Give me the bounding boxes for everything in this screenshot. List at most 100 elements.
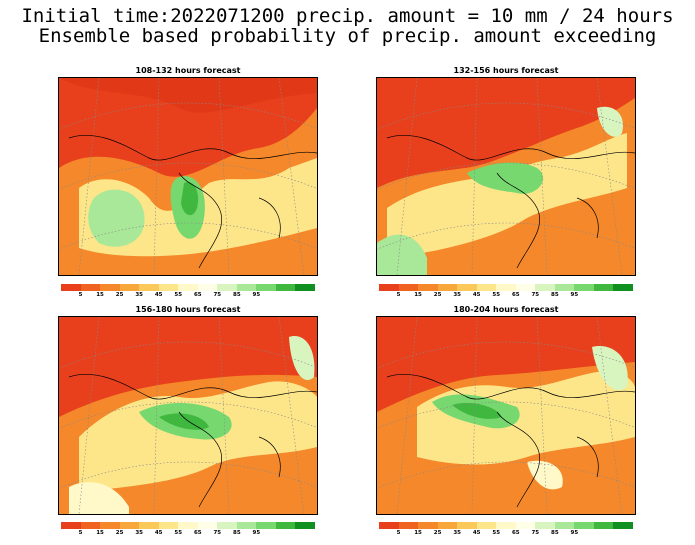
colorbar-swatch bbox=[295, 522, 315, 529]
colorbar-label: 15 bbox=[96, 292, 104, 298]
chart-title-line2: Ensemble based probability of precip. am… bbox=[38, 25, 657, 47]
colorbar-label: 25 bbox=[115, 530, 124, 536]
colorbar-label: 25 bbox=[433, 530, 442, 536]
colorbar-swatch bbox=[275, 522, 296, 529]
colorbar-swatch bbox=[139, 522, 159, 529]
colorbar-label: 45 bbox=[154, 292, 163, 298]
colorbar-swatch bbox=[275, 284, 296, 291]
colorbar-swatch bbox=[457, 522, 477, 529]
colorbar-swatch bbox=[496, 284, 516, 291]
colorbar-label: 75 bbox=[531, 530, 540, 536]
colorbar-swatch bbox=[80, 284, 101, 291]
colorbar-swatch bbox=[139, 284, 159, 291]
colorbar-label: 35 bbox=[135, 292, 143, 298]
forecast-map-3 bbox=[58, 316, 318, 515]
colorbar-labels-1: 5 15 25 35 45 55 65 75 85 95 bbox=[61, 292, 315, 300]
panel-title-2: 132-156 hours forecast bbox=[453, 66, 559, 75]
colorbar-swatch bbox=[178, 284, 198, 291]
colorbar-swatch bbox=[613, 284, 633, 291]
colorbar-label: 35 bbox=[135, 530, 143, 536]
chart-title-line1: Initial time:2022071200 precip. amount =… bbox=[21, 5, 674, 27]
colorbar-swatch bbox=[236, 284, 257, 291]
colorbar-swatch bbox=[515, 522, 536, 529]
colorbar-label: 75 bbox=[213, 292, 222, 298]
colorbar-label: 95 bbox=[252, 292, 261, 298]
colorbar-swatch bbox=[593, 522, 614, 529]
colorbar-label: 75 bbox=[213, 530, 222, 536]
colorbar-swatch bbox=[119, 522, 140, 529]
colorbar-swatch bbox=[197, 522, 218, 529]
colorbar-label: 85 bbox=[551, 530, 559, 536]
colorbar-label: 35 bbox=[453, 530, 461, 536]
colorbar-label: 5 bbox=[396, 530, 401, 536]
colorbar-swatch bbox=[476, 522, 497, 529]
colorbar-label: 5 bbox=[78, 292, 83, 298]
colorbar-label: 5 bbox=[78, 530, 83, 536]
colorbar-swatch bbox=[158, 284, 179, 291]
colorbar-2 bbox=[379, 284, 633, 291]
colorbar-label: 55 bbox=[492, 292, 501, 298]
colorbar-label: 15 bbox=[96, 530, 104, 536]
forecast-map-4 bbox=[376, 316, 636, 515]
colorbar-label: 45 bbox=[472, 530, 481, 536]
colorbar-swatch bbox=[217, 284, 237, 291]
colorbar-swatch bbox=[61, 522, 81, 529]
colorbar-swatch bbox=[437, 522, 458, 529]
colorbar-swatch bbox=[61, 284, 81, 291]
colorbar-swatch bbox=[158, 522, 179, 529]
colorbar-swatch bbox=[574, 284, 594, 291]
panel-title-3: 156-180 hours forecast bbox=[135, 305, 241, 314]
colorbar-label: 25 bbox=[433, 292, 442, 298]
colorbar-swatch bbox=[398, 284, 419, 291]
forecast-map-2 bbox=[376, 77, 636, 276]
colorbar-swatch bbox=[236, 522, 257, 529]
colorbar-4 bbox=[379, 522, 633, 529]
colorbar-label: 45 bbox=[154, 530, 163, 536]
colorbar-label: 95 bbox=[252, 530, 261, 536]
colorbar-label: 15 bbox=[414, 292, 422, 298]
colorbar-label: 25 bbox=[115, 292, 124, 298]
colorbar-label: 45 bbox=[472, 292, 481, 298]
colorbar-label: 55 bbox=[174, 292, 183, 298]
colorbar-swatch bbox=[554, 284, 575, 291]
colorbar-swatch bbox=[593, 284, 614, 291]
colorbar-labels-2: 5 15 25 35 45 55 65 75 85 95 bbox=[379, 292, 633, 300]
colorbar-swatch bbox=[178, 522, 198, 529]
colorbar-swatch bbox=[574, 522, 594, 529]
colorbar-swatch bbox=[535, 284, 555, 291]
colorbar-swatch bbox=[256, 522, 276, 529]
colorbar-swatch bbox=[119, 284, 140, 291]
colorbar-swatch bbox=[295, 284, 315, 291]
colorbar-swatch bbox=[496, 522, 516, 529]
colorbar-swatch bbox=[100, 284, 120, 291]
panel-title-1: 108-132 hours forecast bbox=[135, 66, 241, 75]
colorbar-label: 85 bbox=[233, 292, 241, 298]
colorbar-swatch bbox=[379, 284, 399, 291]
colorbar-swatch bbox=[256, 284, 276, 291]
colorbar-label: 85 bbox=[233, 530, 241, 536]
colorbar-label: 55 bbox=[492, 530, 501, 536]
colorbar-labels-3: 5 15 25 35 45 55 65 75 85 95 bbox=[61, 530, 315, 538]
colorbar-label: 95 bbox=[570, 530, 579, 536]
colorbar-label: 35 bbox=[453, 292, 461, 298]
colorbar-label: 15 bbox=[414, 530, 422, 536]
colorbar-label: 55 bbox=[174, 530, 183, 536]
panel-title-4: 180-204 hours forecast bbox=[453, 305, 559, 314]
colorbar-label: 65 bbox=[193, 530, 202, 536]
colorbar-swatch bbox=[515, 284, 536, 291]
colorbar-swatch bbox=[418, 284, 438, 291]
colorbar-1 bbox=[61, 284, 315, 291]
colorbar-swatch bbox=[457, 284, 477, 291]
colorbar-swatch bbox=[476, 284, 497, 291]
colorbar-label: 65 bbox=[193, 292, 202, 298]
colorbar-swatch bbox=[100, 522, 120, 529]
colorbar-swatch bbox=[80, 522, 101, 529]
colorbar-label: 65 bbox=[511, 292, 520, 298]
colorbar-label: 85 bbox=[551, 292, 559, 298]
colorbar-swatch bbox=[554, 522, 575, 529]
colorbar-swatch bbox=[418, 522, 438, 529]
colorbar-swatch bbox=[437, 284, 458, 291]
colorbar-swatch bbox=[535, 522, 555, 529]
colorbar-3 bbox=[61, 522, 315, 529]
colorbar-swatch bbox=[379, 522, 399, 529]
